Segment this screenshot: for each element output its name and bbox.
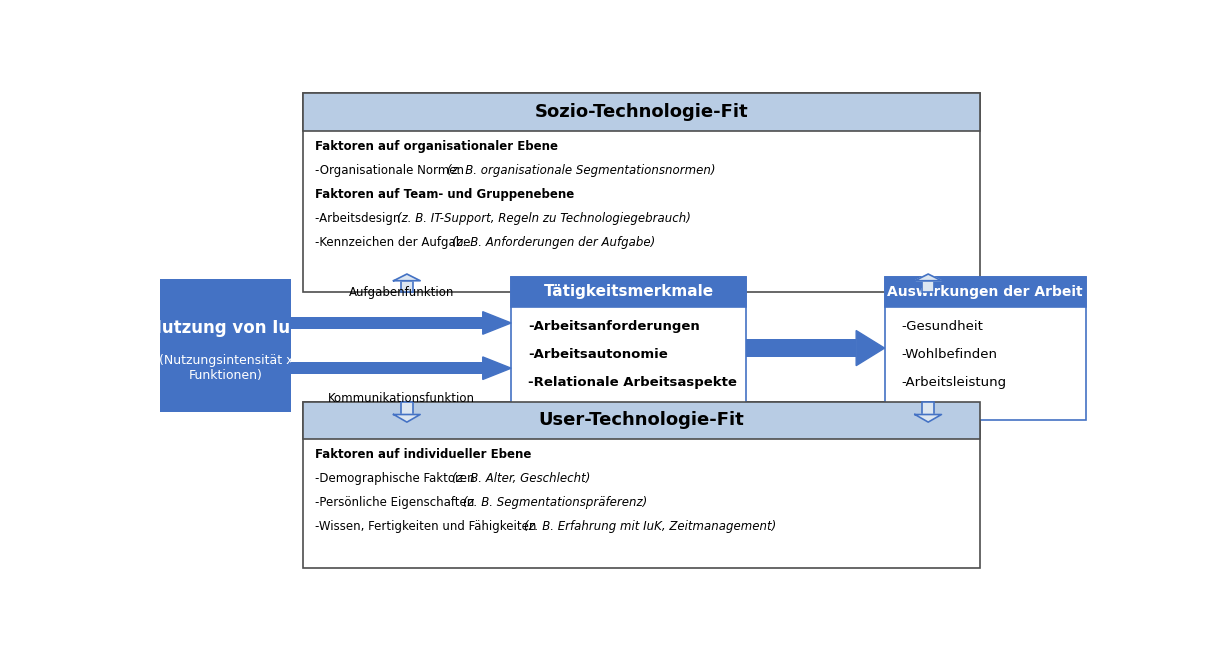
Text: -Arbeitsautonomie: -Arbeitsautonomie xyxy=(528,348,668,361)
Text: Kommunikationsfunktion: Kommunikationsfunktion xyxy=(328,393,475,406)
Bar xyxy=(160,279,291,412)
Text: -Arbeitsdesign: -Arbeitsdesign xyxy=(316,213,404,226)
Text: Nutzung von IuK: Nutzung von IuK xyxy=(148,319,303,337)
Text: (z. B. Segmentationspräferenz): (z. B. Segmentationspräferenz) xyxy=(464,496,648,509)
Text: (z. B. IT-Support, Regeln zu Technologiegebrauch): (z. B. IT-Support, Regeln zu Technologie… xyxy=(397,213,691,226)
Bar xyxy=(291,363,483,374)
Text: Auswirkungen der Arbeit: Auswirkungen der Arbeit xyxy=(887,284,1082,299)
Polygon shape xyxy=(394,274,421,281)
Bar xyxy=(922,281,934,291)
Bar xyxy=(922,402,934,415)
Text: Faktoren auf organisationaler Ebene: Faktoren auf organisationaler Ebene xyxy=(316,140,558,153)
Text: -Wissen, Fertigkeiten und Fähigkeiten: -Wissen, Fertigkeiten und Fähigkeiten xyxy=(316,520,541,533)
Polygon shape xyxy=(483,312,511,334)
Text: -Persönliche Eigenschaften: -Persönliche Eigenschaften xyxy=(316,496,478,509)
Polygon shape xyxy=(915,274,942,281)
Polygon shape xyxy=(483,357,511,379)
Bar xyxy=(511,276,746,420)
Bar xyxy=(302,93,981,131)
Polygon shape xyxy=(394,415,421,422)
Bar xyxy=(401,402,413,415)
Text: (z. B. Alter, Geschlecht): (z. B. Alter, Geschlecht) xyxy=(453,471,591,484)
Polygon shape xyxy=(856,331,884,366)
Text: -Demographische Faktoren: -Demographische Faktoren xyxy=(316,471,478,484)
Text: Faktoren auf individueller Ebene: Faktoren auf individueller Ebene xyxy=(316,447,531,460)
Text: (z. B. Erfahrung mit IuK, Zeitmanagement): (z. B. Erfahrung mit IuK, Zeitmanagement… xyxy=(523,520,777,533)
Text: -Organisationale Normen: -Organisationale Normen xyxy=(316,164,467,177)
Bar xyxy=(511,276,746,306)
Polygon shape xyxy=(915,415,942,422)
Bar xyxy=(291,317,483,329)
Text: (Nutzungsintensität x
Funktionen): (Nutzungsintensität x Funktionen) xyxy=(159,354,294,382)
Bar xyxy=(746,339,856,357)
Text: Faktoren auf Team- und Gruppenebene: Faktoren auf Team- und Gruppenebene xyxy=(316,188,575,201)
Text: -Kennzeichen der Aufgabe: -Kennzeichen der Aufgabe xyxy=(316,237,475,250)
Text: -Relationale Arbeitsaspekte: -Relationale Arbeitsaspekte xyxy=(528,376,737,389)
Text: User-Technologie-Fit: User-Technologie-Fit xyxy=(538,411,745,429)
Text: -Arbeitsleistung: -Arbeitsleistung xyxy=(901,376,1007,389)
Text: Sozio-Technologie-Fit: Sozio-Technologie-Fit xyxy=(534,103,748,121)
Text: -Arbeitsanforderungen: -Arbeitsanforderungen xyxy=(528,320,700,333)
Text: -Gesundheit: -Gesundheit xyxy=(901,320,983,333)
Text: Tätigkeitsmerkmale: Tätigkeitsmerkmale xyxy=(543,284,714,299)
Bar xyxy=(401,281,413,291)
Text: (z. B. organisationale Segmentationsnormen): (z. B. organisationale Segmentationsnorm… xyxy=(446,164,715,177)
Bar xyxy=(302,402,981,568)
Bar xyxy=(884,276,1086,306)
Text: -Wohlbefinden: -Wohlbefinden xyxy=(901,348,998,361)
Bar xyxy=(884,276,1086,420)
Text: (z. B. Anforderungen der Aufgabe): (z. B. Anforderungen der Aufgabe) xyxy=(453,237,656,250)
Bar xyxy=(302,93,981,291)
Bar xyxy=(302,402,981,439)
Text: Aufgabenfunktion: Aufgabenfunktion xyxy=(349,286,454,299)
